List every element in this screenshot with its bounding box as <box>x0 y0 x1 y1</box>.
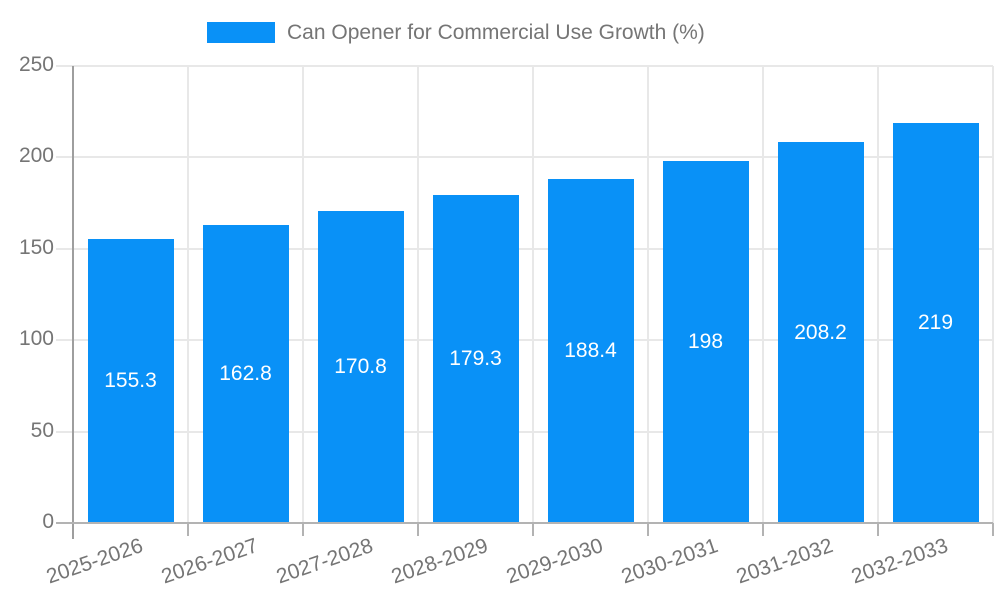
bar-2029-2030[interactable] <box>547 178 634 523</box>
x-tick <box>417 523 419 536</box>
x-tick <box>302 523 304 536</box>
legend-label: Can Opener for Commercial Use Growth (%) <box>287 21 705 44</box>
bar-2027-2028[interactable] <box>317 210 404 523</box>
x-gridline <box>532 66 534 523</box>
legend-swatch <box>207 22 275 43</box>
y-tick-label: 200 <box>18 144 54 168</box>
y-tick-label: 150 <box>18 235 54 259</box>
x-tick-label: 2025-2026 <box>43 534 146 589</box>
x-tick-label: 2030-2031 <box>618 534 721 589</box>
y-tick-label: 250 <box>18 53 54 76</box>
x-tick <box>762 523 764 536</box>
bar-2031-2032[interactable] <box>777 142 864 523</box>
x-tick-label: 2031-2032 <box>733 534 836 589</box>
bar-2030-2031[interactable] <box>662 161 749 523</box>
bar-value-label: 155.3 <box>104 369 157 393</box>
bar-2025-2026[interactable] <box>87 239 174 523</box>
bar-2026-2027[interactable] <box>202 225 289 523</box>
bar-2032-2033[interactable] <box>892 122 979 523</box>
x-tick <box>187 523 189 536</box>
x-gridline <box>417 66 419 523</box>
x-tick-label: 2027-2028 <box>273 534 376 589</box>
y-gridline <box>56 156 993 159</box>
bar-value-label: 198 <box>687 330 724 354</box>
x-gridline <box>762 66 764 523</box>
y-gridline <box>56 65 993 67</box>
x-tick <box>877 523 879 536</box>
bar-2028-2029[interactable] <box>432 195 519 523</box>
x-gridline <box>647 66 649 523</box>
x-tick <box>992 523 994 536</box>
x-tick <box>532 523 534 536</box>
bar-value-label: 208.2 <box>794 320 847 344</box>
x-tick-label: 2032-2033 <box>848 534 951 589</box>
x-gridline <box>187 66 189 523</box>
x-gridline <box>302 66 304 523</box>
x-tick-label: 2028-2029 <box>388 534 491 589</box>
x-gridline <box>992 66 994 523</box>
y-gridline <box>56 247 993 250</box>
y-gridline <box>56 430 993 433</box>
bar-value-label: 170.8 <box>334 354 387 378</box>
x-gridline <box>877 66 879 523</box>
bar-value-label: 219 <box>917 310 954 334</box>
x-axis-baseline <box>56 522 993 524</box>
bar-value-label: 188.4 <box>564 338 617 362</box>
y-tick-label: 100 <box>18 327 54 351</box>
y-tick-label: 0 <box>42 510 54 533</box>
x-tick-label: 2029-2030 <box>503 534 606 589</box>
y-tick-label: 50 <box>30 418 54 442</box>
x-tick-label: 2026-2027 <box>158 534 261 589</box>
x-tick <box>647 523 649 536</box>
bar-value-label: 162.8 <box>219 362 272 386</box>
bar-value-label: 179.3 <box>449 347 502 371</box>
y-gridline <box>56 339 993 342</box>
y-axis-line <box>72 66 74 539</box>
